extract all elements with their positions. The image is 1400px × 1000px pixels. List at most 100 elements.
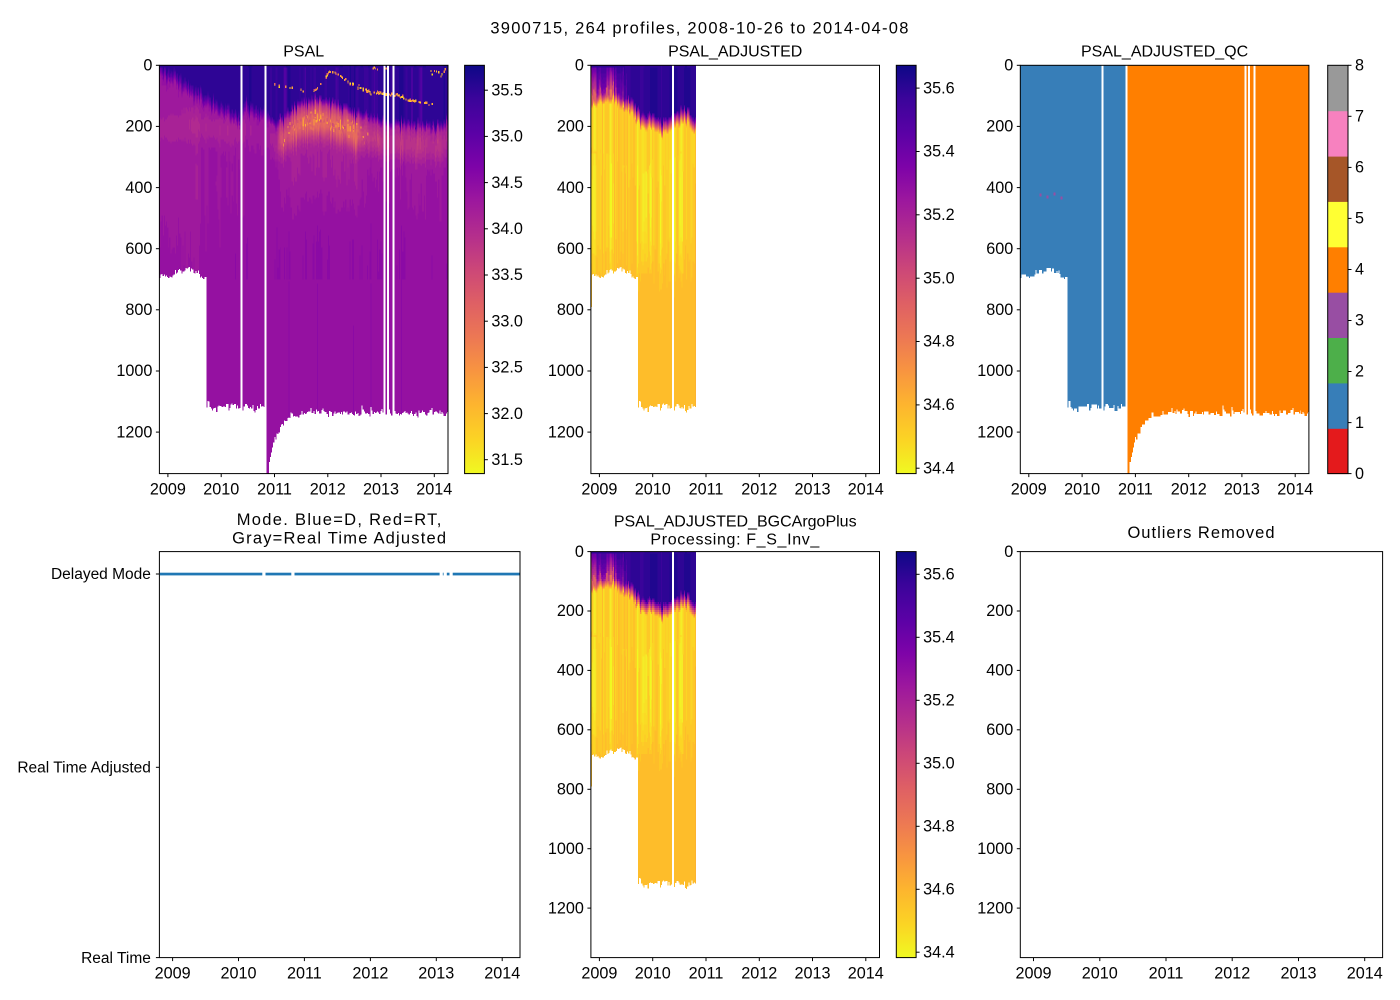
svg-text:35.0: 35.0	[923, 755, 955, 773]
svg-text:800: 800	[125, 301, 152, 319]
svg-text:4: 4	[1355, 261, 1364, 279]
svg-text:PSAL_ADJUSTED: PSAL_ADJUSTED	[668, 44, 802, 61]
svg-text:2014: 2014	[416, 481, 452, 499]
svg-text:2013: 2013	[1280, 965, 1316, 983]
svg-text:800: 800	[557, 301, 584, 319]
svg-text:2013: 2013	[363, 481, 399, 499]
svg-text:32.5: 32.5	[491, 359, 523, 377]
svg-text:2010: 2010	[635, 965, 671, 983]
svg-text:2009: 2009	[581, 965, 617, 983]
svg-text:2012: 2012	[352, 965, 388, 983]
svg-text:35.0: 35.0	[491, 128, 523, 146]
svg-text:400: 400	[986, 662, 1013, 680]
svg-text:2010: 2010	[203, 481, 239, 499]
svg-text:PSAL_ADJUSTED_QC: PSAL_ADJUSTED_QC	[1081, 44, 1248, 61]
svg-text:1000: 1000	[548, 840, 584, 858]
svg-text:2010: 2010	[220, 965, 256, 983]
svg-text:2009: 2009	[150, 481, 186, 499]
svg-text:600: 600	[986, 721, 1013, 739]
svg-text:Real Time: Real Time	[81, 950, 151, 967]
svg-text:2011: 2011	[287, 965, 322, 983]
svg-text:800: 800	[986, 781, 1013, 799]
svg-text:2012: 2012	[741, 481, 777, 499]
svg-text:0: 0	[1355, 465, 1364, 483]
svg-text:0: 0	[1004, 57, 1013, 75]
svg-text:2011: 2011	[257, 481, 292, 499]
svg-text:600: 600	[125, 240, 152, 258]
svg-text:400: 400	[125, 179, 152, 197]
svg-text:1: 1	[1355, 414, 1364, 432]
svg-text:2012: 2012	[1171, 481, 1207, 499]
svg-text:34.8: 34.8	[923, 818, 955, 836]
svg-text:2011: 2011	[689, 481, 724, 499]
svg-text:2011: 2011	[1149, 965, 1184, 983]
svg-text:400: 400	[986, 179, 1013, 197]
svg-text:2013: 2013	[794, 481, 830, 499]
svg-text:Mode. Blue=D, Red=RT,: Mode. Blue=D, Red=RT,	[237, 511, 443, 529]
svg-text:2010: 2010	[1082, 965, 1118, 983]
svg-text:Processing: F_S_Inv_: Processing: F_S_Inv_	[650, 532, 820, 549]
svg-text:35.5: 35.5	[491, 81, 523, 99]
svg-text:0: 0	[575, 543, 584, 561]
svg-text:2010: 2010	[635, 481, 671, 499]
svg-text:34.5: 34.5	[491, 174, 523, 192]
svg-text:0: 0	[1004, 543, 1013, 561]
svg-text:1200: 1200	[977, 899, 1013, 917]
svg-text:PSAL_ADJUSTED_BGCArgoPlus: PSAL_ADJUSTED_BGCArgoPlus	[614, 514, 857, 531]
svg-text:Gray=Real Time Adjusted: Gray=Real Time Adjusted	[232, 530, 447, 548]
svg-text:1200: 1200	[116, 423, 152, 441]
svg-text:1000: 1000	[548, 362, 584, 380]
svg-text:35.2: 35.2	[923, 692, 955, 710]
svg-text:2011: 2011	[1118, 481, 1153, 499]
svg-text:2012: 2012	[310, 481, 346, 499]
svg-text:400: 400	[557, 662, 584, 680]
svg-text:34.4: 34.4	[923, 459, 955, 477]
svg-text:34.6: 34.6	[923, 396, 955, 414]
svg-text:600: 600	[986, 240, 1013, 258]
svg-text:2013: 2013	[418, 965, 454, 983]
svg-text:3900715, 264 profiles, 2008-10: 3900715, 264 profiles, 2008-10-26 to 201…	[490, 20, 909, 38]
svg-text:34.6: 34.6	[923, 881, 955, 899]
svg-text:1200: 1200	[548, 899, 584, 917]
svg-text:200: 200	[986, 118, 1013, 136]
svg-text:2009: 2009	[581, 481, 617, 499]
svg-text:35.2: 35.2	[923, 206, 955, 224]
svg-text:200: 200	[986, 602, 1013, 620]
svg-text:2: 2	[1355, 363, 1364, 381]
svg-text:2013: 2013	[794, 965, 830, 983]
svg-text:Real Time Adjusted: Real Time Adjusted	[17, 760, 151, 777]
svg-text:2014: 2014	[484, 965, 520, 983]
svg-text:33.5: 33.5	[491, 266, 523, 284]
svg-text:35.6: 35.6	[923, 566, 955, 584]
svg-text:2012: 2012	[1214, 965, 1250, 983]
svg-text:34.8: 34.8	[923, 333, 955, 351]
svg-text:33.0: 33.0	[491, 312, 523, 330]
svg-text:5: 5	[1355, 210, 1364, 228]
svg-text:200: 200	[557, 118, 584, 136]
svg-text:2014: 2014	[1347, 965, 1383, 983]
svg-text:2010: 2010	[1064, 481, 1100, 499]
svg-text:400: 400	[557, 179, 584, 197]
svg-text:800: 800	[986, 301, 1013, 319]
svg-text:0: 0	[143, 57, 152, 75]
svg-text:200: 200	[557, 602, 584, 620]
svg-text:1000: 1000	[116, 362, 152, 380]
svg-text:8: 8	[1355, 57, 1364, 75]
svg-text:2014: 2014	[1277, 481, 1313, 499]
svg-text:600: 600	[557, 240, 584, 258]
svg-text:35.4: 35.4	[923, 629, 955, 647]
svg-text:34.0: 34.0	[491, 220, 523, 238]
svg-text:2011: 2011	[689, 965, 724, 983]
svg-text:0: 0	[575, 57, 584, 75]
svg-text:2009: 2009	[155, 965, 191, 983]
svg-text:35.6: 35.6	[923, 79, 955, 97]
svg-text:7: 7	[1355, 108, 1364, 126]
svg-text:3: 3	[1355, 312, 1364, 330]
svg-text:2009: 2009	[1011, 481, 1047, 499]
svg-text:1000: 1000	[977, 840, 1013, 858]
svg-text:Delayed Mode: Delayed Mode	[51, 566, 151, 583]
svg-text:31.5: 31.5	[491, 451, 523, 469]
svg-text:35.0: 35.0	[923, 269, 955, 287]
svg-text:200: 200	[125, 118, 152, 136]
svg-text:32.0: 32.0	[491, 405, 523, 423]
